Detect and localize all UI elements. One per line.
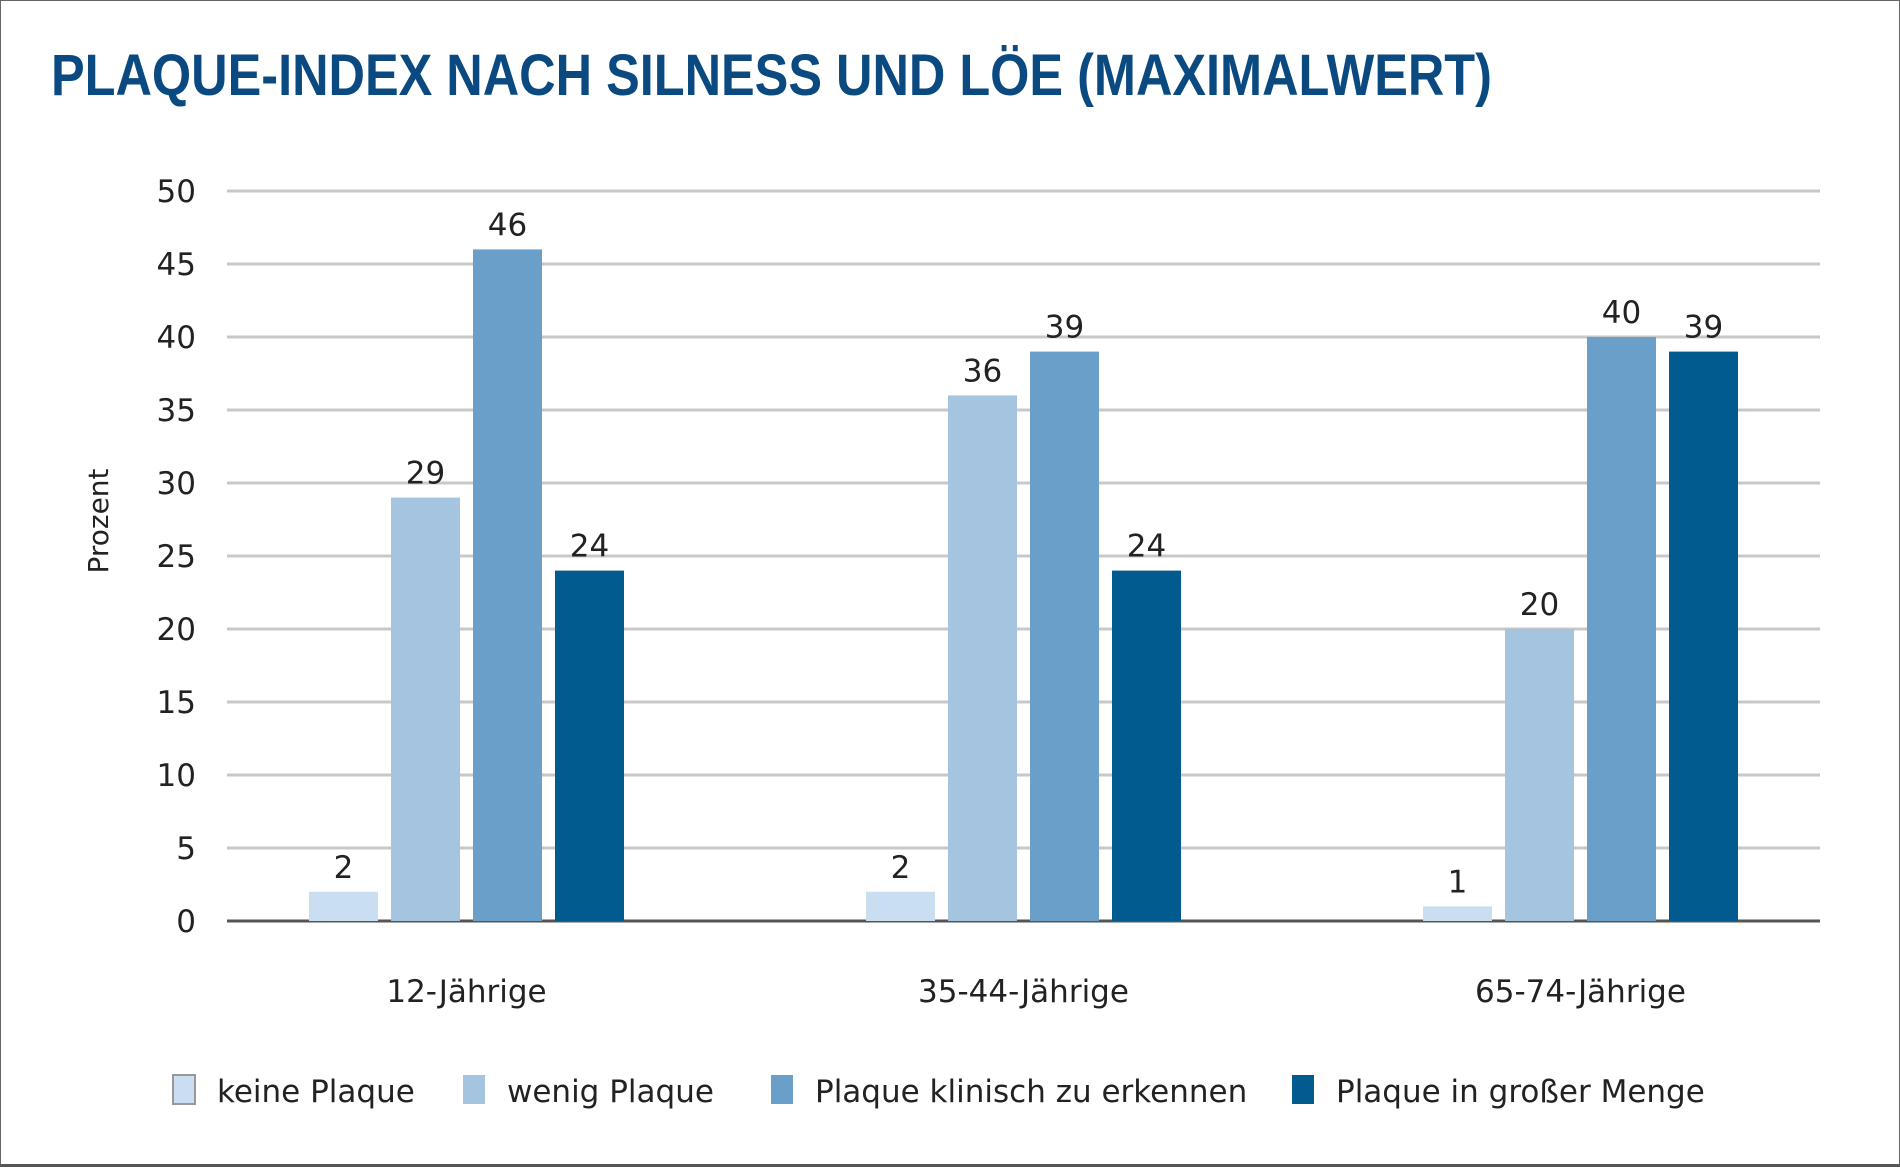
bar-2 [948, 395, 1017, 921]
y-tick-label: 0 [176, 904, 196, 940]
data-label: 2 [334, 850, 354, 886]
data-label: 20 [1520, 587, 1559, 623]
data-label: 39 [1684, 310, 1723, 346]
y-tick-label: 45 [157, 247, 196, 283]
y-tick-label: 35 [157, 393, 196, 429]
x-category-label: 12-Jährige [386, 974, 546, 1010]
y-tick-label: 5 [176, 831, 196, 867]
data-label: 24 [1127, 529, 1166, 565]
y-tick-label: 15 [157, 685, 196, 721]
data-label: 39 [1045, 310, 1084, 346]
legend-swatch [463, 1075, 485, 1104]
chart-title: PLAQUE-INDEX NACH SILNESS UND LÖE (MAXIM… [51, 43, 1492, 108]
bar-2 [391, 497, 460, 921]
data-label: 29 [406, 456, 445, 492]
bar-2 [1505, 629, 1574, 921]
y-tick-label: 20 [157, 612, 196, 648]
legend-swatch [771, 1075, 793, 1104]
y-tick-label: 25 [157, 539, 196, 575]
bar-3 [1030, 351, 1099, 922]
y-tick-label: 40 [157, 320, 196, 356]
data-label: 1 [1448, 864, 1468, 900]
bar-4 [555, 570, 624, 921]
x-category-label: 65-74-Jährige [1475, 974, 1686, 1010]
bar-4 [1669, 351, 1738, 922]
legend-label: Plaque klinisch zu erkennen [815, 1074, 1247, 1110]
legend-swatch [172, 1074, 196, 1105]
legend-swatch [1292, 1075, 1314, 1104]
bar-1 [1423, 906, 1492, 921]
legend-label: wenig Plaque [507, 1074, 714, 1110]
legend-label: keine Plaque [217, 1074, 415, 1110]
bar-1 [309, 891, 378, 921]
x-category-label: 35-44-Jährige [918, 974, 1129, 1010]
bar-4 [1112, 570, 1181, 921]
y-tick-label: 10 [157, 758, 196, 794]
bar-3 [473, 249, 542, 921]
data-label: 46 [488, 207, 527, 243]
data-label: 40 [1602, 295, 1641, 331]
legend-label: Plaque in großer Menge [1336, 1074, 1705, 1110]
bar-3 [1587, 337, 1656, 921]
y-tick-label: 30 [157, 466, 196, 502]
y-axis-label: Prozent [82, 468, 115, 573]
data-label: 2 [891, 850, 911, 886]
data-label: 36 [963, 353, 1002, 389]
data-label: 24 [570, 529, 609, 565]
y-tick-label: 50 [157, 174, 196, 210]
bar-1 [866, 891, 935, 921]
